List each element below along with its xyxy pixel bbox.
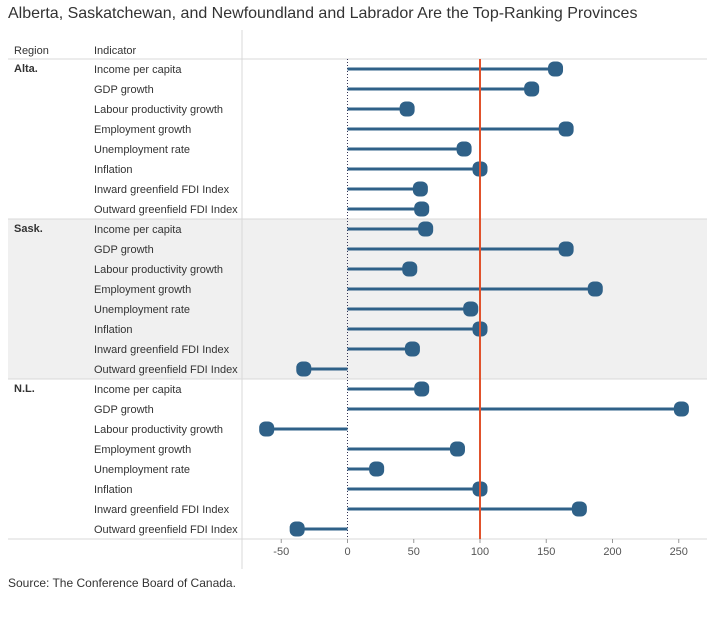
lollipop-head (296, 361, 312, 377)
lollipop-head (404, 341, 420, 357)
indicator-column-header: Indicator (94, 45, 137, 57)
indicator-label: Employment growth (94, 284, 191, 296)
indicator-label: Income per capita (94, 384, 182, 396)
indicator-label: GDP growth (94, 404, 154, 416)
indicator-label: Employment growth (94, 444, 191, 456)
lollipop-head (571, 501, 587, 517)
lollipop-head (587, 281, 603, 297)
lollipop-head (402, 261, 418, 277)
lollipop-head (259, 421, 275, 437)
indicator-label: Unemployment rate (94, 304, 190, 316)
indicator-label: Inward greenfield FDI Index (94, 344, 230, 356)
indicator-label: Unemployment rate (94, 144, 190, 156)
group-band-1 (8, 219, 707, 379)
indicator-label: Employment growth (94, 124, 191, 136)
lollipop-head (673, 401, 689, 417)
indicator-label: Inflation (94, 164, 133, 176)
lollipop-head (456, 141, 472, 157)
x-tick-label: 200 (603, 546, 621, 558)
x-tick-label: 0 (344, 546, 350, 558)
indicator-label: Outward greenfield FDI Index (94, 364, 238, 376)
x-tick-label: 100 (471, 546, 489, 558)
indicator-label: Unemployment rate (94, 464, 190, 476)
indicator-label: Labour productivity growth (94, 424, 223, 436)
region-column-header: Region (14, 45, 49, 57)
region-label: N.L. (14, 383, 35, 395)
lollipop-head (289, 521, 305, 537)
x-tick-label: 250 (670, 546, 688, 558)
indicator-label: GDP growth (94, 244, 154, 256)
indicator-label: GDP growth (94, 84, 154, 96)
indicator-label: Inflation (94, 324, 133, 336)
lollipop-head (449, 441, 465, 457)
indicator-label: Income per capita (94, 224, 182, 236)
lollipop-head (558, 121, 574, 137)
indicator-label: Inward greenfield FDI Index (94, 184, 230, 196)
x-tick-label: 150 (537, 546, 555, 558)
indicator-label: Income per capita (94, 64, 182, 76)
indicator-label: Labour productivity growth (94, 264, 223, 276)
lollipop-head (399, 101, 415, 117)
lollipop-head (558, 241, 574, 257)
x-tick-label: -50 (273, 546, 289, 558)
region-label: Alta. (14, 63, 38, 75)
indicator-label: Labour productivity growth (94, 104, 223, 116)
lollipop-head (524, 81, 540, 97)
indicator-label: Inward greenfield FDI Index (94, 504, 230, 516)
lollipop-head (414, 201, 430, 217)
source-note: Source: The Conference Board of Canada. (8, 576, 236, 590)
x-tick-label: 50 (408, 546, 420, 558)
lollipop-head (412, 181, 428, 197)
indicator-label: Inflation (94, 484, 133, 496)
indicator-label: Outward greenfield FDI Index (94, 204, 238, 216)
region-label: Sask. (14, 223, 43, 235)
lollipop-head (414, 381, 430, 397)
lollipop-head (463, 301, 479, 317)
lollipop-head (548, 61, 564, 77)
lollipop-head (369, 461, 385, 477)
chart-title: Alberta, Saskatchewan, and Newfoundland … (8, 5, 638, 22)
indicator-label: Outward greenfield FDI Index (94, 524, 238, 536)
lollipop-head (418, 221, 434, 237)
